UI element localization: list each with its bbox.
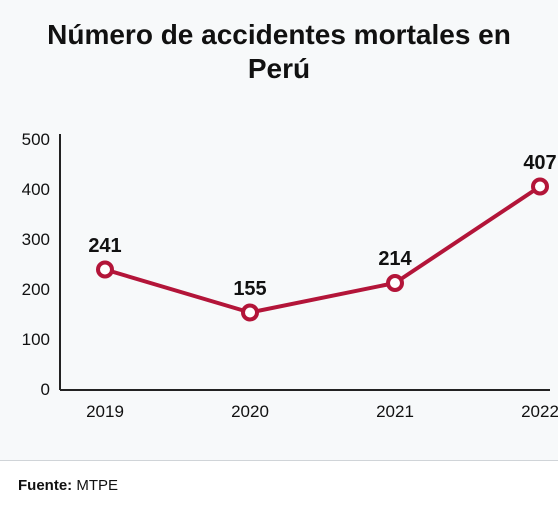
data-label: 155 <box>233 278 266 301</box>
x-tick: 2019 <box>86 402 124 422</box>
data-label: 407 <box>523 152 556 175</box>
y-tick: 400 <box>10 180 50 200</box>
x-tick: 2020 <box>231 402 269 422</box>
chart-area: Número de accidentes mortales en Perú 0 1… <box>0 0 558 461</box>
x-tick: 2022 <box>521 402 558 422</box>
chart-plot: 0100200300400500201920202021202224115521… <box>10 130 550 390</box>
chart-svg <box>10 130 550 390</box>
source-value: MTPE <box>76 477 118 494</box>
x-tick: 2021 <box>376 402 414 422</box>
y-tick: 0 <box>10 380 50 400</box>
y-tick: 100 <box>10 330 50 350</box>
data-label: 214 <box>378 248 411 271</box>
chart-title: Número de accidentes mortales en Perú <box>0 0 558 85</box>
source-label: Fuente: <box>18 477 72 494</box>
y-tick: 500 <box>10 130 50 150</box>
source-line: Fuente: MTPE <box>0 461 558 494</box>
data-label: 241 <box>88 235 121 258</box>
y-tick: 200 <box>10 280 50 300</box>
y-tick: 300 <box>10 230 50 250</box>
